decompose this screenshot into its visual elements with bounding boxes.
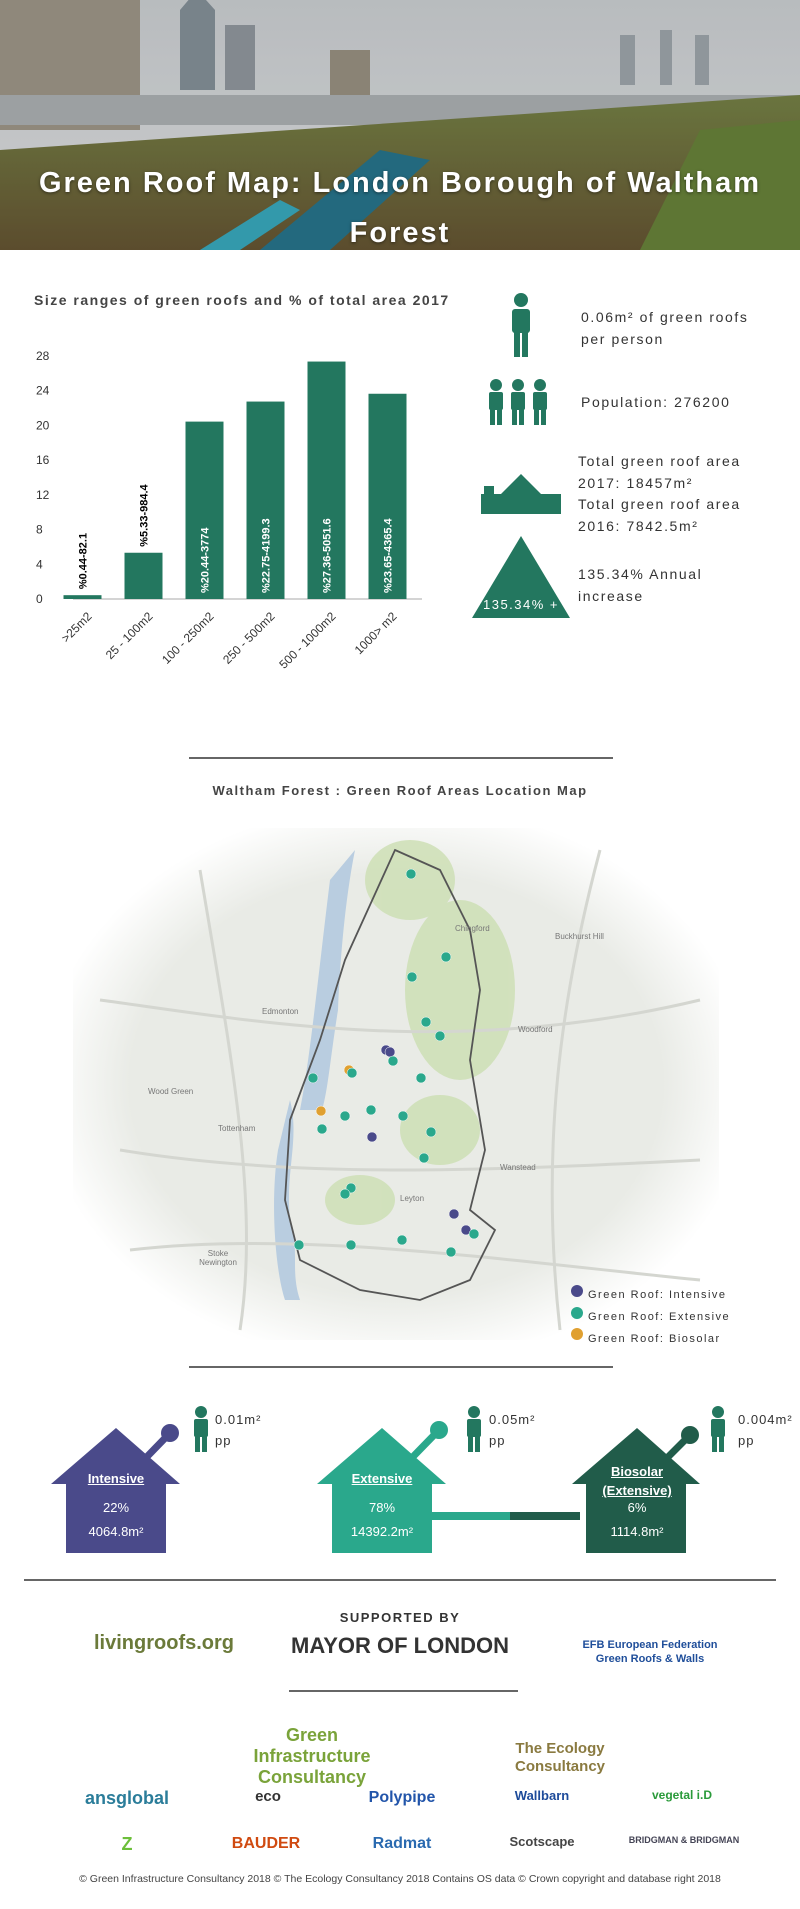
y-tick-label: 16 xyxy=(36,453,50,467)
value-label: %20.44-3774 xyxy=(200,527,212,593)
type-name: Intensive xyxy=(87,1471,145,1486)
bar xyxy=(246,401,285,599)
type-area: 1114.8m² xyxy=(610,1524,664,1539)
sponsor-logo: Green Infrastructure Consultancy xyxy=(253,1725,371,1787)
type-share: 78% xyxy=(368,1500,396,1515)
sponsor-logo: Radmat xyxy=(372,1835,432,1852)
y-tick-label: 8 xyxy=(36,523,43,537)
sponsor-logo: vegetal i.D xyxy=(651,1788,713,1802)
y-tick-label: 20 xyxy=(36,418,50,432)
x-tick-label: 100 - 250m2 xyxy=(159,609,217,667)
sponsor-logo: ansglobal xyxy=(84,1788,170,1808)
type-share: 22% xyxy=(102,1500,130,1515)
increase-badge: 135.34% + xyxy=(483,597,559,612)
bar xyxy=(124,552,163,599)
bar xyxy=(307,361,346,599)
stat-line: per person xyxy=(581,331,664,347)
y-tick-label: 12 xyxy=(36,488,50,502)
mayor-of-london: MAYOR OF LONDON xyxy=(291,1633,509,1658)
value-label: %0.44-82.1 xyxy=(78,533,90,589)
stat-icons xyxy=(472,293,570,618)
footer: © Green Infrastructure Consultancy 2018 … xyxy=(79,1873,721,1885)
bar-chart: 0 4 8 12 16 20 24 28 >25m2 %0.44-82.1 25 - 100m2 %5… xyxy=(36,349,422,671)
x-tick-label: >25m2 xyxy=(59,609,95,645)
sponsor-logo: Z xyxy=(121,1834,133,1854)
type-unit: pp xyxy=(738,1433,755,1448)
stat-per-person: 0.06m² of green roofs per person xyxy=(581,306,748,350)
y-tick-label: 4 xyxy=(36,557,43,571)
map-title: Waltham Forest : Green Roof Areas Locati… xyxy=(212,783,588,798)
type-name: Extensive xyxy=(351,1471,413,1486)
value-label: %5.33-984.4 xyxy=(139,483,151,546)
header-photo xyxy=(0,0,800,250)
stat-line: 2016: 7842.5m² xyxy=(578,517,699,534)
place-label: Chingford xyxy=(455,924,490,933)
sponsor-logo: Wallbarn xyxy=(514,1788,570,1803)
legend-entry: Green Roof: Extensive xyxy=(588,1311,731,1323)
value-label: %27.36-5051.6 xyxy=(322,518,334,593)
type-area: 4064.8m² xyxy=(88,1524,144,1539)
x-tick-label: 250 - 500m2 xyxy=(220,609,278,667)
x-tick-label: 1000> m2 xyxy=(352,609,400,657)
type-name: Biosolar (Extensive) xyxy=(602,1464,672,1498)
map-legend: Green Roof: Intensive Green Roof: Extensi… xyxy=(588,1284,730,1350)
place-label: Stoke Newington xyxy=(199,1249,237,1267)
type-share: 6% xyxy=(627,1500,647,1515)
stat-line: 2017: 18457m² xyxy=(578,474,693,491)
sponsor-logo: BRIDGMAN & BRIDGMAN xyxy=(628,1835,740,1845)
stat-line: increase xyxy=(578,588,644,604)
place-label: Buckhurst Hill xyxy=(555,932,604,941)
sponsor-logo: Polypipe xyxy=(368,1789,436,1806)
type-per-person: 0.05m² xyxy=(489,1412,536,1427)
place-label: Edmonton xyxy=(262,1007,299,1016)
place-label: Tottenham xyxy=(218,1124,256,1133)
map-points xyxy=(293,868,480,1258)
x-tick-label: 25 - 100m2 xyxy=(103,609,156,662)
place-label: Leyton xyxy=(400,1194,425,1203)
y-tick-label: 24 xyxy=(36,384,50,398)
page-title: Green Roof Map: London Borough of Waltha… xyxy=(38,167,762,249)
stat-population: Population: 276200 xyxy=(581,394,731,410)
y-tick-label: 28 xyxy=(36,349,50,363)
type-unit: pp xyxy=(215,1433,232,1448)
type-area: 14392.2m² xyxy=(350,1524,414,1539)
bar xyxy=(185,421,224,599)
type-per-person: 0.004m² xyxy=(738,1412,793,1427)
y-tick-label: 0 xyxy=(36,592,43,606)
value-label: %23.65-4365.4 xyxy=(383,518,395,593)
stat-line: 0.06m² of green roofs xyxy=(581,309,749,325)
legend-entry: Green Roof: Biosolar xyxy=(588,1333,721,1345)
place-label: Wanstead xyxy=(500,1163,536,1172)
map xyxy=(73,828,719,1340)
stat-line: 135.34% Annual xyxy=(578,566,703,582)
chart-title: Size ranges of green roofs and % of tota… xyxy=(34,292,450,308)
supported-by: SUPPORTED BY xyxy=(339,1610,461,1625)
legend-entry: Green Roof: Intensive xyxy=(588,1289,727,1301)
stat-increase: 135.34% Annual increase xyxy=(578,563,702,607)
roof-types xyxy=(51,1406,725,1553)
sponsor-logo: The Ecology Consultancy xyxy=(514,1740,605,1775)
sponsor-logo: Scotscape xyxy=(509,1834,575,1849)
stat-line: Total green roof area xyxy=(578,496,741,512)
type-unit: pp xyxy=(489,1433,506,1448)
place-label: Woodford xyxy=(518,1025,553,1034)
place-label: Wood Green xyxy=(148,1087,194,1096)
sponsor-logo: eco xyxy=(255,1788,281,1805)
stat-area: Total green roof area 2017: 18457m² Total … xyxy=(578,451,741,537)
bar xyxy=(368,393,407,599)
bar xyxy=(63,595,102,599)
sponsor-logo: livingroofs.org xyxy=(94,1632,234,1654)
type-per-person: 0.01m² xyxy=(215,1412,262,1427)
stat-line: Total green roof area xyxy=(578,453,741,469)
x-tick-label: 500 - 1000m2 xyxy=(276,609,338,671)
value-label: %22.75-4199.3 xyxy=(261,518,273,593)
sponsor-logo: BAUDER xyxy=(231,1835,301,1852)
sponsor-logo: EFB European Federation Green Roofs & Wa… xyxy=(582,1639,718,1665)
